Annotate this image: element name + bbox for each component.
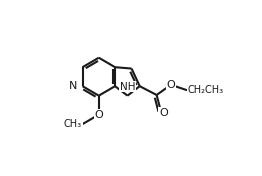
Text: O: O — [159, 108, 168, 118]
Text: CH₂CH₃: CH₂CH₃ — [188, 85, 224, 95]
Text: O: O — [94, 110, 103, 120]
Text: N: N — [69, 81, 77, 91]
Text: NH: NH — [120, 82, 135, 92]
Text: CH₃: CH₃ — [64, 119, 82, 129]
Text: O: O — [166, 80, 175, 90]
